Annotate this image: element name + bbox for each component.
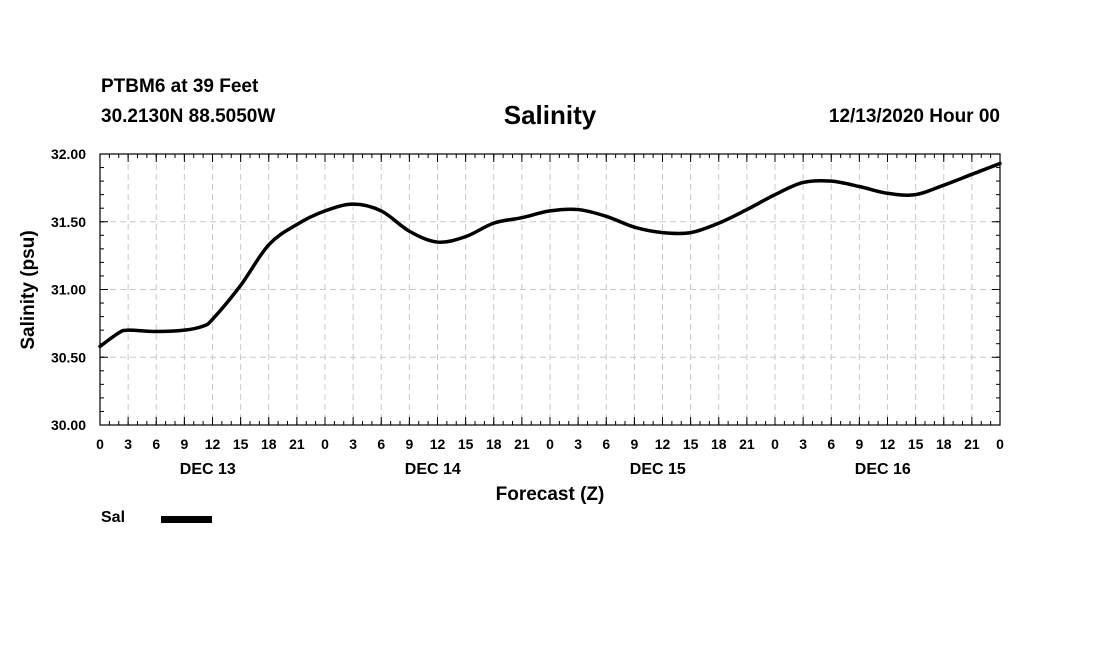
x-tick-label: 21 xyxy=(514,436,530,452)
legend-swatch xyxy=(161,516,212,523)
y-tick-label: 31.00 xyxy=(51,282,86,298)
x-tick-label: 6 xyxy=(152,436,160,452)
x-tick-label: 6 xyxy=(827,436,835,452)
chart-title: Salinity xyxy=(503,100,597,130)
x-tick-label: 0 xyxy=(321,436,329,452)
x-tick-label: 21 xyxy=(739,436,755,452)
day-label: DEC 14 xyxy=(405,461,461,478)
x-tick-label: 15 xyxy=(908,436,924,452)
x-tick-label: 9 xyxy=(180,436,188,452)
y-tick-label: 30.50 xyxy=(51,349,86,365)
series-line-sal xyxy=(98,161,1002,349)
x-tick-label: 3 xyxy=(574,436,582,452)
station-name: PTBM6 at 39 Feet xyxy=(101,76,259,97)
grid-lines xyxy=(100,154,1000,425)
x-tick-label: 18 xyxy=(261,436,277,452)
series-layer xyxy=(98,161,1002,349)
x-tick-label: 6 xyxy=(602,436,610,452)
y-tick-label: 32.00 xyxy=(51,146,86,162)
forecast-run-time: 12/13/2020 Hour 00 xyxy=(828,106,1000,127)
day-label: DEC 15 xyxy=(630,461,686,478)
x-tick-label: 21 xyxy=(964,436,980,452)
x-tick-label: 12 xyxy=(205,436,221,452)
station-coordinates: 30.2130N 88.5050W xyxy=(101,106,276,127)
x-tick-label: 0 xyxy=(996,436,1004,452)
x-tick-label: 9 xyxy=(630,436,638,452)
x-tick-label: 15 xyxy=(233,436,249,452)
x-tick-label: 9 xyxy=(855,436,863,452)
x-tick-label: 0 xyxy=(546,436,554,452)
y-tick-label: 31.50 xyxy=(51,214,86,230)
x-tick-label: 0 xyxy=(771,436,779,452)
plot-frame xyxy=(99,153,1001,426)
x-tick-label: 6 xyxy=(377,436,385,452)
x-tick-label: 12 xyxy=(655,436,671,452)
y-axis-title: Salinity (psu) xyxy=(18,230,39,349)
day-label: DEC 13 xyxy=(180,461,236,478)
x-tick-label: 15 xyxy=(458,436,474,452)
x-tick-label: 0 xyxy=(96,436,104,452)
x-tick-label: 12 xyxy=(430,436,446,452)
axes xyxy=(99,153,1001,426)
tick-labels: Forecast (Z) Salinity (psu) 0 3 6 9 12 15 18 21… xyxy=(18,146,1004,505)
x-tick-label: 18 xyxy=(711,436,727,452)
day-label: DEC 16 xyxy=(855,461,911,478)
x-tick-label: 9 xyxy=(405,436,413,452)
x-tick-label: 18 xyxy=(486,436,502,452)
x-axis-title: Forecast (Z) xyxy=(496,484,605,505)
legend-label: Sal xyxy=(101,509,126,526)
x-tick-label: 21 xyxy=(289,436,305,452)
x-tick-label: 12 xyxy=(880,436,896,452)
x-tick-label: 18 xyxy=(936,436,952,452)
x-tick-label: 3 xyxy=(349,436,357,452)
x-tick-label: 3 xyxy=(799,436,807,452)
x-tick-label: 15 xyxy=(683,436,699,452)
y-tick-label: 30.00 xyxy=(51,417,86,433)
x-tick-label: 3 xyxy=(124,436,132,452)
